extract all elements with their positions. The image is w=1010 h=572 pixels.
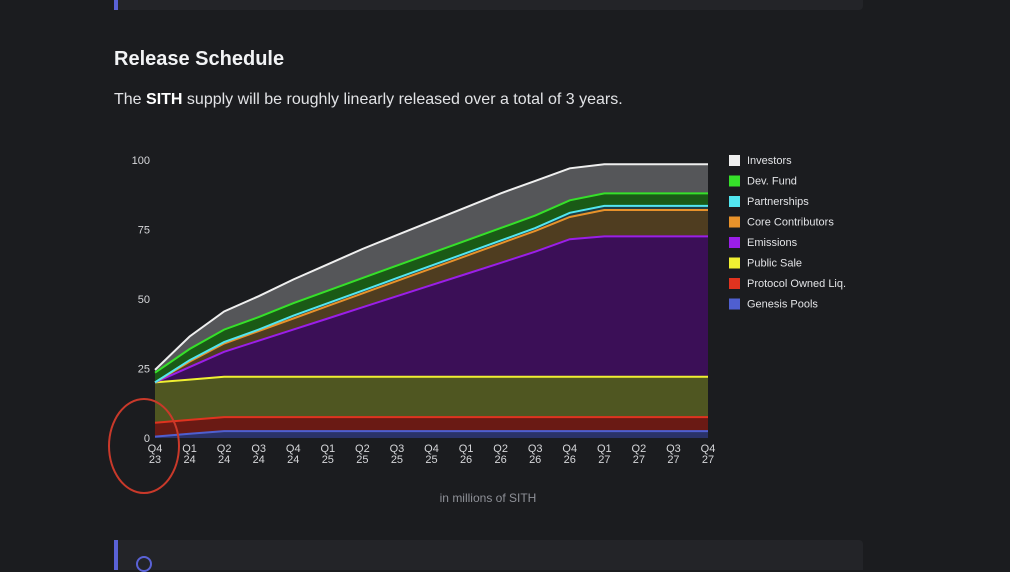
line-core-contributors	[154, 209, 708, 384]
x-tick-label: Q1 26	[459, 443, 474, 466]
area-investors	[155, 164, 708, 373]
x-tick-label: Q4 24	[286, 443, 301, 466]
legend-label: Protocol Owned Liq.	[747, 278, 846, 290]
legend-swatch	[729, 196, 740, 207]
legend-item[interactable]: Investors	[729, 155, 792, 167]
legend-item[interactable]: Emissions	[729, 237, 798, 249]
x-tick-label: Q1 27	[597, 443, 612, 466]
legend-swatch	[729, 216, 740, 228]
x-tick-label: Q2 27	[632, 443, 647, 466]
area-public-sale	[155, 376, 708, 423]
section-title: Release Schedule	[114, 48, 285, 70]
legend-label: Partnerships	[747, 196, 809, 208]
line-partnerships	[154, 204, 708, 384]
legend-item[interactable]: Public Sale	[729, 257, 802, 270]
y-tick-label: 75	[138, 225, 150, 237]
x-tick-label: Q3 24	[251, 443, 266, 466]
desc-prefix: The	[114, 91, 147, 108]
x-tick-label: Q1 24	[182, 443, 197, 466]
legend-item[interactable]: Protocol Owned Liq.	[729, 278, 846, 290]
x-tick-label: Q4 25	[424, 443, 439, 466]
chart-areas	[154, 163, 708, 438]
section-description: The SITH supply will be roughly linearly…	[114, 91, 623, 109]
x-tick-label: Q3 26	[528, 443, 543, 466]
legend-swatch	[729, 175, 740, 187]
x-tick-label: Q3 27	[666, 443, 681, 466]
x-tick-label: Q4 26	[562, 443, 577, 466]
line-genesis-pools	[154, 430, 708, 438]
legend-swatch	[729, 237, 740, 248]
token-name: SITH	[146, 91, 183, 108]
y-tick-label: 25	[138, 364, 150, 376]
y-tick-label: 100	[132, 155, 150, 167]
legend-label: Public Sale	[747, 258, 802, 270]
area-genesis-pools	[155, 431, 708, 438]
legend-item[interactable]: Genesis Pools	[729, 298, 818, 311]
legend-label: Emissions	[747, 237, 798, 249]
legend-label: Core Contributors	[747, 217, 834, 229]
area-core-contributors	[155, 210, 708, 383]
legend-swatch	[729, 155, 740, 166]
line-investors	[154, 163, 708, 371]
x-tick-label: Q2 24	[217, 443, 232, 466]
legend-label: Dev. Fund	[747, 176, 797, 188]
legend-item[interactable]: Dev. Fund	[729, 175, 797, 188]
y-tick-label: 50	[138, 294, 150, 306]
legend-item[interactable]: Partnerships	[729, 196, 809, 208]
area-protocol-owned-liq-	[155, 417, 708, 437]
x-tick-label: Q4 27	[701, 443, 716, 466]
legend-label: Genesis Pools	[747, 299, 818, 311]
line-public-sale	[154, 375, 708, 384]
annotation-circle	[108, 398, 180, 494]
legend-swatch	[729, 257, 740, 269]
line-protocol-owned-liq-	[154, 416, 708, 424]
x-tick-label: Q2 26	[493, 443, 508, 466]
x-tick-label: Q3 25	[390, 443, 405, 466]
legend-item[interactable]: Core Contributors	[729, 216, 834, 229]
line-emissions	[154, 235, 708, 384]
x-axis-caption: in millions of SITH	[440, 491, 537, 505]
desc-suffix: supply will be roughly linearly released…	[182, 91, 623, 108]
callout-bottom	[114, 540, 863, 572]
legend-swatch	[729, 298, 740, 310]
legend-label: Investors	[747, 155, 792, 167]
chart-legend: Investors Dev. Fund Partnerships Core Contr…	[729, 155, 846, 311]
line-dev-fund	[154, 192, 708, 374]
x-tick-label: Q1 25	[320, 443, 335, 466]
legend-swatch	[729, 278, 740, 289]
x-tick-label: Q2 25	[355, 443, 370, 466]
info-icon	[136, 556, 152, 572]
area-emissions	[155, 236, 708, 383]
callout-top	[114, 0, 863, 10]
